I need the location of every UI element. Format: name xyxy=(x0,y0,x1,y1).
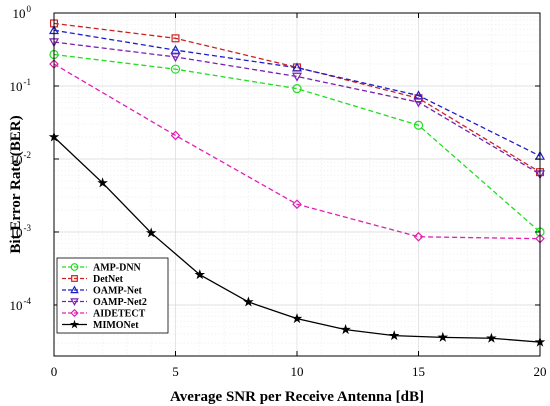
data-point xyxy=(292,84,302,94)
series-lines xyxy=(48,19,546,347)
series-line xyxy=(53,63,541,240)
data-point xyxy=(413,98,424,108)
legend-entry: MIMONet xyxy=(62,319,139,331)
data-point xyxy=(291,62,303,72)
y-tick-label: 100 xyxy=(13,4,32,21)
data-point xyxy=(437,331,449,342)
legend-marker xyxy=(70,298,79,307)
x-tick-label: 10 xyxy=(291,364,304,379)
data-point xyxy=(170,130,181,141)
legend-marker xyxy=(70,263,79,271)
data-point xyxy=(413,231,424,242)
x-tick-label: 0 xyxy=(51,364,58,379)
series-line xyxy=(53,53,541,233)
x-tick-label: 5 xyxy=(172,364,179,379)
y-tick-exponent: 0 xyxy=(27,4,32,14)
legend-entry: OAMP-Net2 xyxy=(62,297,147,308)
legend-label: AMP-DNN xyxy=(93,263,142,274)
y-tick-label: 10-4 xyxy=(10,296,32,313)
series-line xyxy=(53,22,541,173)
legend-marker xyxy=(71,275,78,282)
data-point xyxy=(170,53,181,63)
data-point xyxy=(292,199,302,210)
data-point xyxy=(97,177,108,188)
legend-marker xyxy=(70,308,79,318)
data-point xyxy=(291,72,303,82)
data-point xyxy=(340,324,351,335)
x-tick-label: 15 xyxy=(412,364,425,379)
legend-label: OAMP-Net2 xyxy=(93,297,147,308)
legend-label: OAMP-Net xyxy=(93,286,143,297)
legend-label: AIDETECT xyxy=(93,309,146,320)
y-tick-exponent: -4 xyxy=(24,296,32,306)
legend-marker xyxy=(69,319,80,329)
x-tick-label: 20 xyxy=(534,364,547,379)
y-tick-exponent: -2 xyxy=(24,150,32,160)
series-line xyxy=(53,41,541,175)
y-tick-exponent: -3 xyxy=(24,223,32,233)
data-point xyxy=(194,269,206,280)
y-tick-label: 10-1 xyxy=(10,77,32,94)
legend-entry: OAMP-Net xyxy=(62,285,143,297)
series-line xyxy=(53,29,541,157)
y-axis-label: Bit Error Rate (BER) xyxy=(8,115,24,253)
legend-entry: AIDETECT xyxy=(62,309,146,320)
data-point xyxy=(388,330,400,341)
data-point xyxy=(171,34,180,43)
legend-label: MIMONet xyxy=(93,320,139,331)
data-point xyxy=(145,227,157,238)
legend-marker xyxy=(70,285,79,294)
legend-label: DetNet xyxy=(93,274,124,285)
y-tick-exponent: -1 xyxy=(24,77,32,87)
legend: AMP-DNNDetNetOAMP-NetOAMP-Net2AIDETECTMI… xyxy=(56,257,169,334)
legend-entry: AMP-DNN xyxy=(62,263,142,274)
data-point xyxy=(413,120,424,130)
data-point xyxy=(170,64,181,74)
data-point xyxy=(291,313,303,324)
legend-entry: DetNet xyxy=(62,274,124,285)
x-axis-label: Average SNR per Receive Antenna [dB] xyxy=(170,389,424,405)
data-point xyxy=(486,332,497,343)
data-point xyxy=(243,296,254,307)
